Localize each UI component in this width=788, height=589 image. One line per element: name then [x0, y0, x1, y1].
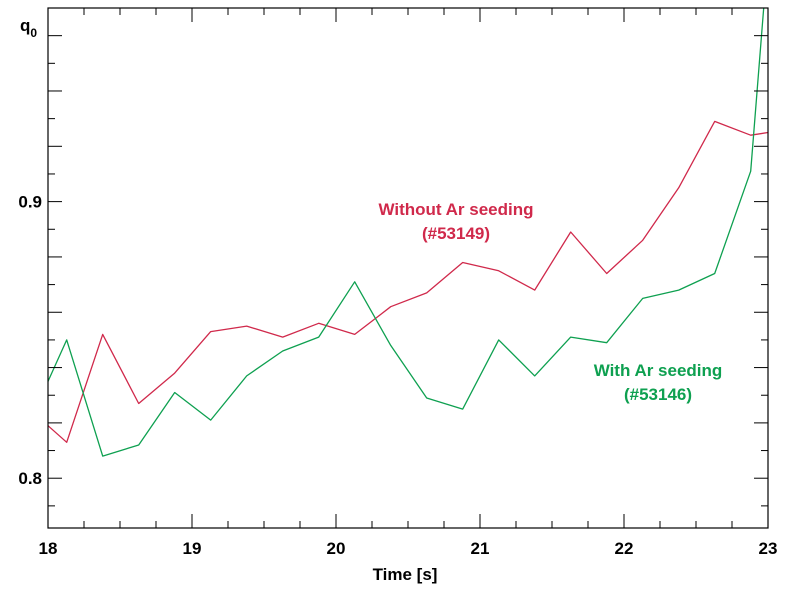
y-axis-title-sub: 0: [30, 26, 37, 40]
series-lines: [47, 7, 769, 457]
x-axis-title: Time [s]: [373, 565, 438, 584]
y-axis-title: q0: [20, 16, 37, 40]
plot-frame: [47, 7, 769, 529]
x-tick-label: 20: [327, 539, 346, 558]
y-tick-label: 0.8: [18, 469, 42, 488]
series-line-1: [47, 7, 765, 457]
axis-ticks: [47, 7, 769, 528]
annotation-without-ar-line1: Without Ar seeding: [378, 200, 533, 219]
x-tick-label: 23: [759, 539, 778, 558]
x-tick-label: 19: [183, 539, 202, 558]
y-tick-label: 0.9: [18, 193, 42, 212]
tick-labels: 18 19 20 21 22 23 0.8 0.9: [18, 193, 777, 558]
annotation-without-ar-line2: (#53149): [422, 224, 490, 243]
series-line-0: [47, 120, 769, 443]
x-tick-label: 18: [39, 539, 58, 558]
annotation-with-ar-line2: (#53146): [624, 385, 692, 404]
y-axis-title-main: q: [20, 16, 30, 35]
x-tick-label: 21: [471, 539, 490, 558]
x-tick-label: 22: [615, 539, 634, 558]
annotation-with-ar-line1: With Ar seeding: [594, 361, 723, 380]
